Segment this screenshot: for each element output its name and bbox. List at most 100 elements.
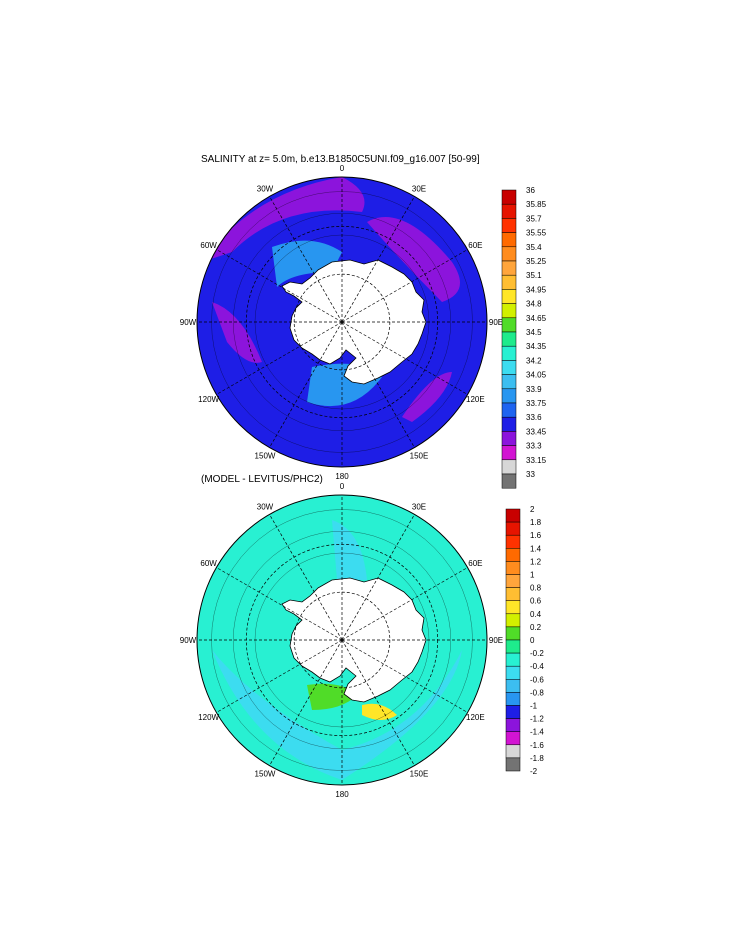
map-panel-1: 0 30E 60E 90E 120E 150E 180 150W 120W 90W 60W 30W 2 1… xyxy=(180,482,545,799)
meridian-line xyxy=(216,249,343,323)
colorbar-label: 36 xyxy=(526,186,535,195)
colorbar-label: -0.4 xyxy=(530,662,544,671)
meridian-line xyxy=(341,196,415,323)
colorbar-swatch xyxy=(505,508,521,523)
colorbar-swatch xyxy=(501,317,517,333)
longitude-label: 30E xyxy=(412,503,426,512)
colorbar-swatch xyxy=(505,665,521,680)
longitude-label: 90E xyxy=(489,636,503,645)
map-panel-0: 0 30E 60E 90E 120E 150E 180 150W 120W 90W 60W 30W 36… xyxy=(180,164,547,489)
map-boundary xyxy=(196,494,488,786)
colorbar-swatch xyxy=(505,574,521,588)
colorbar-label: -1.8 xyxy=(530,754,544,763)
meridian-line xyxy=(269,514,343,641)
colorbar-swatch xyxy=(501,331,517,347)
colorbar-label: 33.15 xyxy=(526,456,547,465)
colorbar-label: 34.65 xyxy=(526,314,547,323)
colorbar-label: -1.2 xyxy=(530,715,544,724)
colorbar-swatch xyxy=(505,679,521,693)
colorbar-label: 0.8 xyxy=(530,584,542,593)
colorbar-label: 33.6 xyxy=(526,413,542,422)
colorbar-label: 0.2 xyxy=(530,623,542,632)
colorbar-swatch xyxy=(501,388,517,404)
colorbar-swatch xyxy=(505,521,521,536)
colorbar-label: 1 xyxy=(530,571,535,580)
colorbar-swatch xyxy=(501,246,517,262)
colorbar-label: 34.95 xyxy=(526,285,547,294)
longitude-label: 150E xyxy=(410,769,429,778)
contour-line xyxy=(233,213,451,431)
colorbar-swatch xyxy=(501,218,517,233)
colorbar-label: 35.7 xyxy=(526,214,542,223)
colorbar-label: 33 xyxy=(526,470,535,479)
shelf-water xyxy=(272,240,342,287)
colorbar-label: -1 xyxy=(530,702,538,711)
colorbar-swatch xyxy=(501,260,517,276)
colorbar-swatch xyxy=(501,232,517,248)
longitude-label: 90W xyxy=(180,636,197,645)
colorbar-label: 35.1 xyxy=(526,271,542,280)
colorbar-swatch xyxy=(505,587,521,601)
colorbar-swatch xyxy=(501,360,517,375)
meridian-line xyxy=(269,639,343,766)
longitude-label: 150E xyxy=(410,451,429,460)
high-salinity-band xyxy=(202,177,365,262)
meridian-line xyxy=(341,567,468,641)
colorbar-label: -1.4 xyxy=(530,728,544,737)
colorbar-label: -0.2 xyxy=(530,649,544,658)
colorbar-swatch xyxy=(505,718,521,732)
longitude-label: 60E xyxy=(468,241,482,250)
colorbar-swatch xyxy=(505,600,521,615)
colorbar-label: -1.6 xyxy=(530,741,544,750)
meridian-line xyxy=(341,321,468,395)
meridian-line xyxy=(341,321,415,448)
colorbar-label: 34.5 xyxy=(526,328,542,337)
colorbar-label: 35.55 xyxy=(526,229,547,238)
colorbar-label: 2 xyxy=(530,505,535,514)
colorbar-swatch xyxy=(501,473,517,489)
longitude-label: 180 xyxy=(335,790,349,799)
longitude-label: 30W xyxy=(257,503,274,512)
colorbar-label: 34.8 xyxy=(526,300,542,309)
negative-anomaly-region xyxy=(212,650,462,780)
longitude-label: 90E xyxy=(489,318,503,327)
colorbar-swatch xyxy=(505,626,521,641)
meridian-line xyxy=(341,639,468,713)
colorbar-swatch xyxy=(501,203,517,219)
colorbar-label: 1.4 xyxy=(530,544,542,553)
map-title-difference: (MODEL - LEVITUS/PHC2) xyxy=(201,474,323,485)
colorbar-swatch xyxy=(505,534,521,549)
colorbar-swatch xyxy=(501,345,517,361)
colorbar-swatch xyxy=(505,613,521,628)
meridian-line xyxy=(341,249,468,323)
colorbar-label: 1.8 xyxy=(530,518,542,527)
colorbar-swatch xyxy=(505,692,521,706)
colorbar-swatch xyxy=(501,402,517,418)
colorbar-swatch xyxy=(505,731,521,746)
colorbar-label: 34.35 xyxy=(526,342,547,351)
colorbar-swatch xyxy=(505,744,521,759)
longitude-label: 120W xyxy=(198,713,219,722)
meridian-line xyxy=(269,321,343,448)
colorbar-label: 34.2 xyxy=(526,356,542,365)
colorbar-swatch xyxy=(501,374,517,390)
colorbar-swatch xyxy=(501,459,517,475)
colorbar-label: 0.6 xyxy=(530,597,542,606)
negative-anomaly-region xyxy=(332,520,367,580)
colorbar-swatch xyxy=(501,431,517,446)
colorbar-label: 33.3 xyxy=(526,442,542,451)
longitude-label: 30E xyxy=(412,185,426,194)
map-boundary xyxy=(196,176,488,468)
meridian-line xyxy=(341,514,415,641)
colorbar-swatch xyxy=(501,289,517,304)
colorbar-swatch xyxy=(505,639,521,654)
longitude-label: 60E xyxy=(468,559,482,568)
longitude-label: 150W xyxy=(255,451,276,460)
colorbar-label: 33.45 xyxy=(526,427,547,436)
longitude-label: 180 xyxy=(335,472,349,481)
colorbar-swatch xyxy=(501,445,517,461)
high-salinity-band xyxy=(212,302,262,363)
colorbar-swatch xyxy=(505,561,521,575)
longitude-label: 90W xyxy=(180,318,197,327)
map-title-salinity: SALINITY at z= 5.0m, b.e13.B1850C5UNI.f0… xyxy=(201,154,480,165)
